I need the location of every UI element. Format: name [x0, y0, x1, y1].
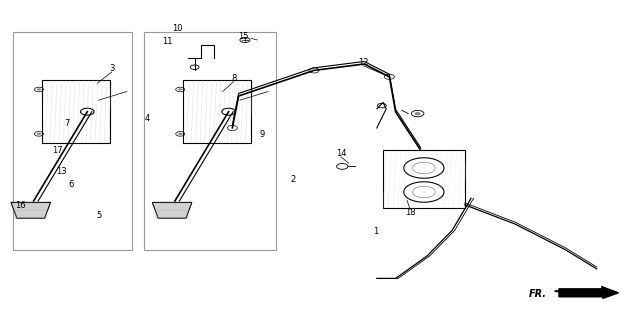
Text: 13: 13: [56, 167, 66, 176]
Text: 8: 8: [231, 74, 236, 83]
Text: FR.: FR.: [528, 289, 546, 300]
FancyArrow shape: [559, 287, 619, 298]
Text: 2: 2: [291, 175, 296, 184]
Circle shape: [384, 74, 394, 79]
Text: 7: 7: [65, 119, 70, 128]
Text: 5: 5: [96, 212, 101, 220]
Text: 16: 16: [16, 201, 26, 210]
Text: 3: 3: [109, 64, 114, 73]
Circle shape: [414, 112, 421, 115]
Circle shape: [178, 133, 183, 135]
Circle shape: [36, 133, 41, 135]
Text: 18: 18: [405, 208, 415, 217]
Circle shape: [178, 88, 183, 91]
Text: 12: 12: [358, 58, 368, 67]
Text: 1: 1: [373, 228, 378, 236]
Text: 9: 9: [259, 130, 264, 139]
Text: 4: 4: [145, 114, 150, 123]
Circle shape: [36, 88, 41, 91]
Polygon shape: [11, 203, 50, 218]
Text: 10: 10: [172, 24, 182, 33]
Text: 14: 14: [336, 149, 346, 158]
Text: 6: 6: [68, 180, 73, 188]
Circle shape: [227, 125, 237, 131]
Polygon shape: [152, 203, 192, 218]
Text: 11: 11: [163, 37, 173, 46]
Text: 15: 15: [239, 32, 249, 41]
Circle shape: [309, 68, 319, 73]
Text: 17: 17: [52, 146, 62, 155]
Bar: [383, 150, 465, 208]
